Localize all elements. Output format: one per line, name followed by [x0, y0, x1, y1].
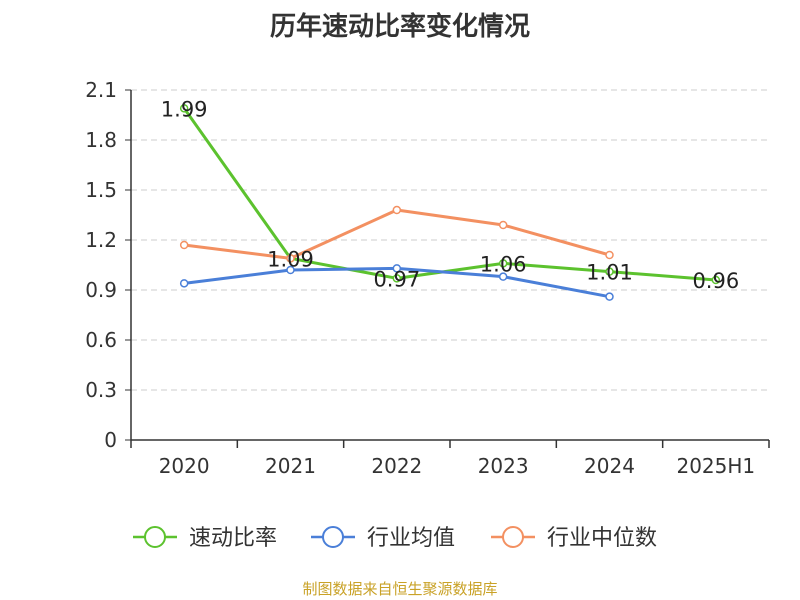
y-tick-label: 2.1 — [85, 78, 117, 102]
x-tick-label: 2021 — [265, 454, 316, 478]
x-tick-label: 2022 — [371, 454, 422, 478]
legend-item-2: 行业中位数 — [491, 526, 657, 551]
y-tick-label: 0.6 — [85, 328, 117, 352]
legend-label: 行业均值 — [367, 526, 455, 551]
data-point — [605, 267, 614, 276]
y-tick-label: 0.3 — [85, 378, 117, 402]
y-tick-label: 0.9 — [85, 278, 117, 302]
source-note: 制图数据来自恒生聚源数据库 — [302, 580, 498, 598]
axes: 0 0.3 0.6 0.9 1.2 1.5 1.8 2.1 2020 2021 2022 2023 20… — [85, 78, 770, 478]
x-tick-label: 2024 — [584, 454, 635, 478]
data-point — [711, 275, 721, 285]
data-point — [498, 220, 508, 230]
data-label: 1.06 — [480, 252, 527, 276]
legend: 速动比率 行业均值 行业中位数 — [133, 526, 657, 551]
x-tick-label: 2025H1 — [676, 454, 755, 478]
legend-marker — [144, 526, 166, 548]
chart-title: 历年速动比率变化情况 — [269, 12, 530, 42]
data-point — [286, 254, 295, 263]
data-label: 1.99 — [161, 97, 208, 121]
y-tick-label: 1.5 — [85, 178, 117, 202]
data-label: 1.01 — [586, 261, 633, 285]
series-line-0 — [182, 107, 716, 282]
legend-label: 行业中位数 — [547, 526, 657, 551]
data-point — [605, 250, 614, 260]
series-lines — [179, 104, 721, 301]
data-label: 0.97 — [373, 267, 420, 291]
data-point — [392, 264, 402, 273]
data-point — [498, 272, 508, 281]
y-tick-label: 1.8 — [85, 128, 117, 152]
data-label: 1.09 — [267, 247, 314, 271]
data-point — [605, 292, 614, 301]
legend-item-0: 速动比率 — [133, 526, 277, 551]
data-point — [179, 279, 189, 288]
legend-item-1: 行业均值 — [311, 526, 455, 551]
data-labels: 1.99 1.09 0.97 1.06 1.01 0.96 — [161, 97, 739, 293]
y-tick-label: 0 — [104, 428, 117, 452]
data-point — [392, 274, 402, 283]
legend-marker — [322, 526, 344, 548]
series-line-2 — [183, 208, 610, 260]
data-label: 0.96 — [692, 269, 739, 293]
x-tick-label: 2023 — [478, 454, 529, 478]
legend-marker — [502, 526, 524, 548]
data-point — [498, 259, 508, 268]
legend-label: 速动比率 — [189, 526, 277, 551]
data-point — [286, 265, 295, 275]
x-tick-label: 2020 — [159, 454, 210, 478]
grid-lines — [131, 89, 769, 391]
y-tick-label: 1.2 — [85, 228, 117, 252]
data-point — [179, 104, 189, 113]
data-point — [392, 205, 402, 215]
data-point — [179, 240, 189, 250]
